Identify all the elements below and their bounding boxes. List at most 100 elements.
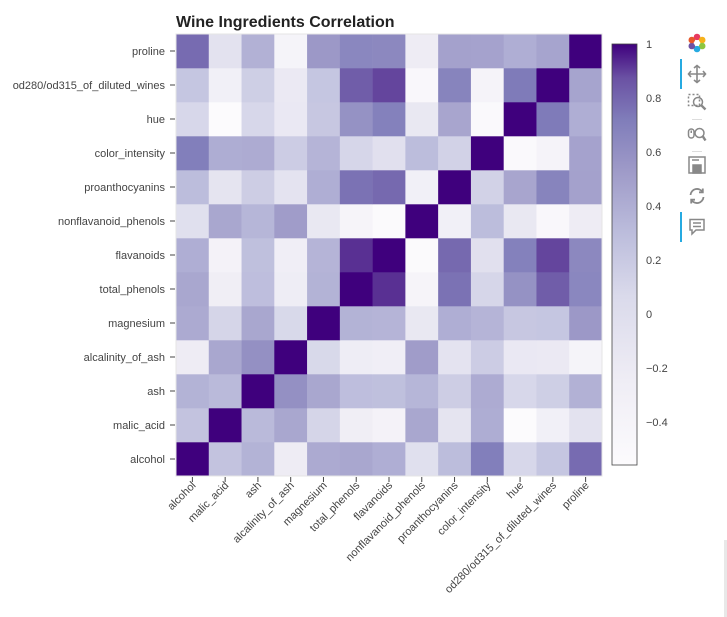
- heatmap-cell: [569, 204, 603, 239]
- heatmap-cell: [208, 340, 242, 375]
- heatmap-cell: [339, 306, 373, 341]
- heatmap-cell: [569, 272, 603, 307]
- heatmap-cell: [438, 340, 472, 375]
- heatmap-cell: [470, 34, 504, 69]
- heatmap-cell: [307, 102, 341, 137]
- heatmap-cell: [339, 34, 373, 69]
- heatmap-cell: [241, 34, 275, 69]
- heatmap-cell: [274, 442, 308, 477]
- heatmap-cell: [372, 340, 406, 375]
- colorbar: [611, 43, 638, 466]
- colorbar-tick-label: −0.4: [646, 417, 668, 429]
- heatmap-cell: [307, 204, 341, 239]
- heatmap-cell: [470, 374, 504, 409]
- heatmap-cell: [536, 34, 570, 69]
- reset-icon[interactable]: [686, 185, 708, 207]
- heatmap-cell: [208, 68, 242, 103]
- heatmap-cell: [176, 306, 210, 341]
- heatmap-cell: [470, 204, 504, 239]
- heatmap-cell: [372, 238, 406, 273]
- heatmap-cell: [372, 68, 406, 103]
- heatmap-cell: [470, 408, 504, 443]
- heatmap-cell: [307, 374, 341, 409]
- heatmap-cell: [569, 306, 603, 341]
- heatmap-cell: [569, 442, 603, 477]
- heatmap-cell: [241, 306, 275, 341]
- heatmap-cell: [470, 442, 504, 477]
- heatmap-cell: [405, 204, 439, 239]
- colorbar-tick-label: 0: [646, 309, 652, 321]
- heatmap-cell: [307, 170, 341, 205]
- heatmap-cell: [470, 272, 504, 307]
- colorbar-tick-label: −0.2: [646, 363, 668, 375]
- heatmap-cell: [339, 102, 373, 137]
- heatmap-cell: [569, 340, 603, 375]
- heatmap-cell: [438, 374, 472, 409]
- heatmap-cell: [274, 306, 308, 341]
- heatmap-cell: [536, 408, 570, 443]
- colorbar-tick-label: 0.2: [646, 255, 661, 267]
- hover-icon[interactable]: [680, 212, 708, 242]
- heatmap-cell: [405, 306, 439, 341]
- heatmap-cell: [536, 102, 570, 137]
- toolbar-separator: [692, 151, 702, 152]
- heatmap-cell: [274, 136, 308, 171]
- heatmap-cell: [405, 374, 439, 409]
- bokeh-logo-icon[interactable]: [686, 32, 708, 54]
- heatmap-cell: [503, 102, 537, 137]
- heatmap-cell: [536, 136, 570, 171]
- heatmap-cell: [569, 136, 603, 171]
- pan-icon[interactable]: [680, 59, 708, 89]
- wheel-zoom-icon[interactable]: [686, 124, 708, 146]
- heatmap-cell: [438, 204, 472, 239]
- heatmap-cell: [339, 204, 373, 239]
- heatmap-cell: [569, 34, 603, 69]
- heatmap-cell: [176, 272, 210, 307]
- heatmap-cell: [274, 204, 308, 239]
- y-tick-label: alcalinity_of_ash: [84, 352, 165, 364]
- heatmap-cell: [438, 102, 472, 137]
- heatmap-cell: [503, 204, 537, 239]
- heatmap-cell: [569, 68, 603, 103]
- y-tick-label: proanthocyanins: [84, 182, 165, 194]
- heatmap-cell: [569, 170, 603, 205]
- heatmap-cell: [176, 34, 210, 69]
- heatmap-cell: [274, 102, 308, 137]
- heatmap-cell: [208, 34, 242, 69]
- y-tick-label: ash: [147, 386, 165, 398]
- heatmap-cell: [536, 170, 570, 205]
- heatmap-cell: [241, 374, 275, 409]
- heatmap-cell: [274, 238, 308, 273]
- toolbar-separator: [692, 119, 702, 120]
- heatmap-cell: [307, 306, 341, 341]
- colorbar-tick-label: 0.8: [646, 93, 661, 105]
- y-tick-label: hue: [147, 114, 165, 126]
- heatmap-cell: [241, 102, 275, 137]
- heatmap-cell: [536, 68, 570, 103]
- heatmap-cell: [372, 442, 406, 477]
- heatmap-cell: [503, 408, 537, 443]
- heatmap-cell: [241, 408, 275, 443]
- box-zoom-icon[interactable]: [686, 92, 708, 114]
- heatmap-cell: [569, 102, 603, 137]
- heatmap-cell: [503, 170, 537, 205]
- heatmap-cell: [503, 68, 537, 103]
- heatmap-cell: [405, 340, 439, 375]
- heatmap-cell: [176, 442, 210, 477]
- heatmap-cell: [536, 340, 570, 375]
- heatmap-cell: [339, 272, 373, 307]
- heatmap-cell: [372, 34, 406, 69]
- y-tick-label: flavanoids: [115, 250, 165, 262]
- heatmap-cell: [241, 136, 275, 171]
- heatmap-cell: [536, 374, 570, 409]
- chart-title: Wine Ingredients Correlation: [176, 14, 395, 31]
- heatmap-cell: [372, 306, 406, 341]
- y-tick-label: malic_acid: [113, 420, 165, 432]
- heatmap-cell: [274, 68, 308, 103]
- heatmap-cell: [307, 238, 341, 273]
- heatmap-cell: [438, 408, 472, 443]
- save-icon[interactable]: [686, 154, 708, 176]
- heatmap-cell: [503, 306, 537, 341]
- heatmap-cell: [241, 340, 275, 375]
